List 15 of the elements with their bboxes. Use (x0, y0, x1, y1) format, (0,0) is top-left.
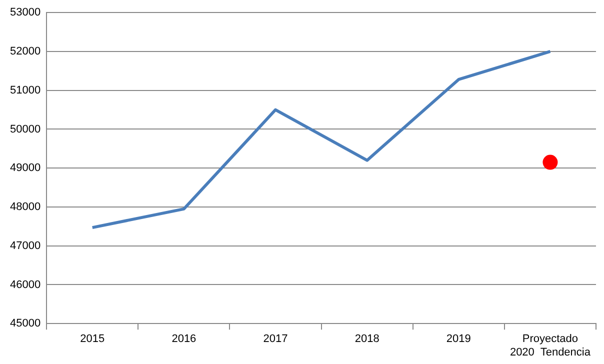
y-tick-label: 48000 (10, 201, 41, 214)
x-tick-label: 2015 (80, 333, 105, 346)
x-tick-label: 2019 (446, 333, 471, 346)
y-tick-label: 53000 (10, 6, 41, 19)
y-tick-label: 49000 (10, 162, 41, 174)
y-tick-label: 47000 (10, 240, 41, 252)
y-tick-label: 50000 (10, 123, 41, 136)
y-tick-label: 45000 (10, 318, 41, 330)
y-tick-label: 52000 (10, 46, 41, 58)
x-tick-label: Proyectado 2020 Tendencia (510, 333, 592, 358)
x-tick-label: 2016 (172, 333, 196, 346)
y-tick-label: 46000 (10, 278, 41, 291)
x-tick-label: 2017 (263, 333, 288, 346)
y-tick-label: 51000 (10, 84, 41, 96)
x-tick-label: 2018 (354, 333, 380, 346)
